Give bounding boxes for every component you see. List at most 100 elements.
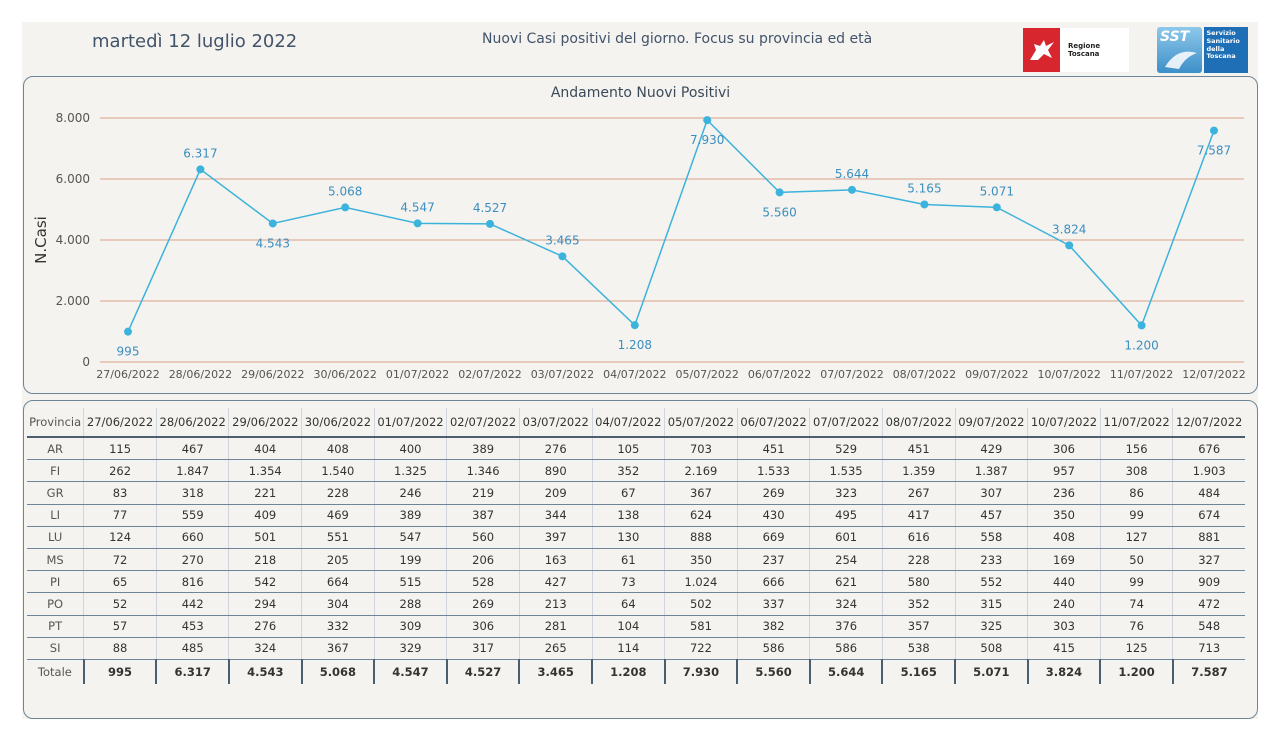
provincia-cell: SI: [27, 637, 85, 660]
value-cell: 429: [955, 437, 1029, 461]
value-cell: 397: [519, 526, 593, 549]
value-cell: 221: [228, 481, 303, 505]
value-cell: 387: [446, 504, 520, 527]
provincia-cell: AR: [27, 437, 85, 461]
cases-table: Provincia 27/06/2022 28/06/2022 29/06/2022 3…: [27, 408, 1245, 684]
data-point: [703, 116, 712, 125]
data-point: [775, 188, 784, 197]
value-cell: 529: [809, 437, 883, 461]
value-cell: 88: [83, 637, 157, 660]
value-cell: 199: [374, 548, 448, 572]
data-label: 5.068: [328, 184, 362, 198]
value-cell: 601: [809, 526, 883, 549]
value-cell: 1.325: [374, 459, 448, 483]
pegasus-icon: [1023, 28, 1060, 72]
table-row: PO 52 442 294 304 288 269 213 64 502 337 324 352 315 2…: [27, 592, 1245, 616]
x-tick-label: 01/07/2022: [386, 368, 449, 381]
header-date: 09/07/2022: [955, 408, 1029, 438]
data-label: 995: [117, 345, 140, 359]
x-tick-label: 05/07/2022: [675, 368, 738, 381]
provincia-cell: PT: [27, 615, 85, 638]
value-cell: 5.071: [955, 659, 1029, 684]
header-date: 03/07/2022: [519, 408, 593, 438]
value-cell: 616: [882, 526, 956, 549]
value-cell: 528: [446, 570, 520, 594]
value-cell: 666: [737, 570, 811, 594]
value-cell: 888: [664, 526, 738, 549]
value-cell: 382: [737, 615, 811, 638]
y-tick-label: 4.000: [56, 233, 90, 247]
data-label: 5.165: [907, 181, 941, 195]
value-cell: 236: [1027, 481, 1101, 505]
value-cell: 389: [446, 437, 520, 461]
value-cell: 621: [809, 570, 883, 594]
value-cell: 130: [592, 526, 666, 549]
data-label: 5.644: [835, 167, 869, 181]
sst-short: SST: [1160, 29, 1190, 45]
value-cell: 538: [882, 637, 956, 660]
value-cell: 5.165: [882, 659, 957, 684]
header-date: 28/06/2022: [156, 408, 230, 438]
value-cell: 484: [1172, 481, 1245, 505]
regione-toscana-label: Regione Toscana: [1068, 42, 1101, 58]
value-cell: 307: [955, 481, 1029, 505]
header-date: 04/07/2022: [592, 408, 666, 438]
value-cell: 415: [1027, 637, 1101, 660]
value-cell: 104: [592, 615, 666, 638]
data-label: 4.543: [256, 236, 290, 250]
value-cell: 262: [83, 459, 157, 483]
value-cell: 515: [374, 570, 448, 594]
value-cell: 453: [156, 615, 230, 638]
value-cell: 317: [446, 637, 520, 660]
x-tick-label: 28/06/2022: [169, 368, 232, 381]
value-cell: 547: [374, 526, 448, 549]
header-date: 02/07/2022: [446, 408, 520, 438]
value-cell: 64: [592, 592, 666, 616]
y-axis-label: N.Casi: [32, 216, 50, 264]
value-cell: 254: [809, 548, 883, 572]
value-cell: 440: [1027, 570, 1101, 594]
header-date: 06/07/2022: [737, 408, 811, 438]
data-point: [920, 200, 929, 209]
value-cell: 995: [83, 659, 158, 684]
value-cell: 288: [374, 592, 448, 616]
table-row: AR 115 467 404 408 400 389 276 105 703 451 529 451 42…: [27, 437, 1245, 461]
value-cell: 1.540: [301, 459, 375, 483]
value-cell: 308: [1100, 459, 1174, 483]
value-cell: 76: [1100, 615, 1174, 638]
provincia-cell: PI: [27, 570, 85, 594]
data-point: [341, 203, 350, 212]
value-cell: 5.560: [737, 659, 811, 684]
value-cell: 350: [664, 548, 738, 572]
value-cell: 324: [809, 592, 883, 616]
x-tick-label: 30/06/2022: [313, 368, 376, 381]
value-cell: 400: [374, 437, 448, 461]
value-cell: 4.543: [228, 659, 303, 684]
x-tick-label: 12/07/2022: [1182, 368, 1245, 381]
value-cell: 417: [882, 504, 956, 527]
data-label: 4.547: [400, 200, 434, 214]
value-cell: 350: [1027, 504, 1101, 527]
value-cell: 327: [1172, 548, 1245, 572]
table-row: LU 124 660 501 551 547 560 397 130 888 669 601 616 55…: [27, 526, 1245, 549]
data-point: [486, 219, 494, 228]
value-cell: 114: [592, 637, 666, 660]
provincia-cell: LU: [27, 526, 85, 549]
value-cell: 306: [446, 615, 520, 638]
value-cell: 7.930: [664, 659, 739, 684]
value-cell: 367: [664, 481, 738, 505]
value-cell: 816: [156, 570, 230, 594]
header-date: 29/06/2022: [228, 408, 303, 438]
value-cell: 560: [446, 526, 520, 549]
value-cell: 115: [83, 437, 157, 461]
value-cell: 957: [1027, 459, 1101, 483]
value-cell: 586: [809, 637, 883, 660]
provincia-cell: GR: [27, 481, 85, 505]
value-cell: 246: [374, 481, 448, 505]
data-point: [1137, 321, 1146, 330]
value-cell: 352: [592, 459, 666, 483]
data-label: 6.317: [183, 146, 217, 160]
header-date: 12/07/2022: [1172, 408, 1245, 438]
value-cell: 1.359: [882, 459, 956, 483]
value-cell: 5.644: [809, 659, 884, 684]
